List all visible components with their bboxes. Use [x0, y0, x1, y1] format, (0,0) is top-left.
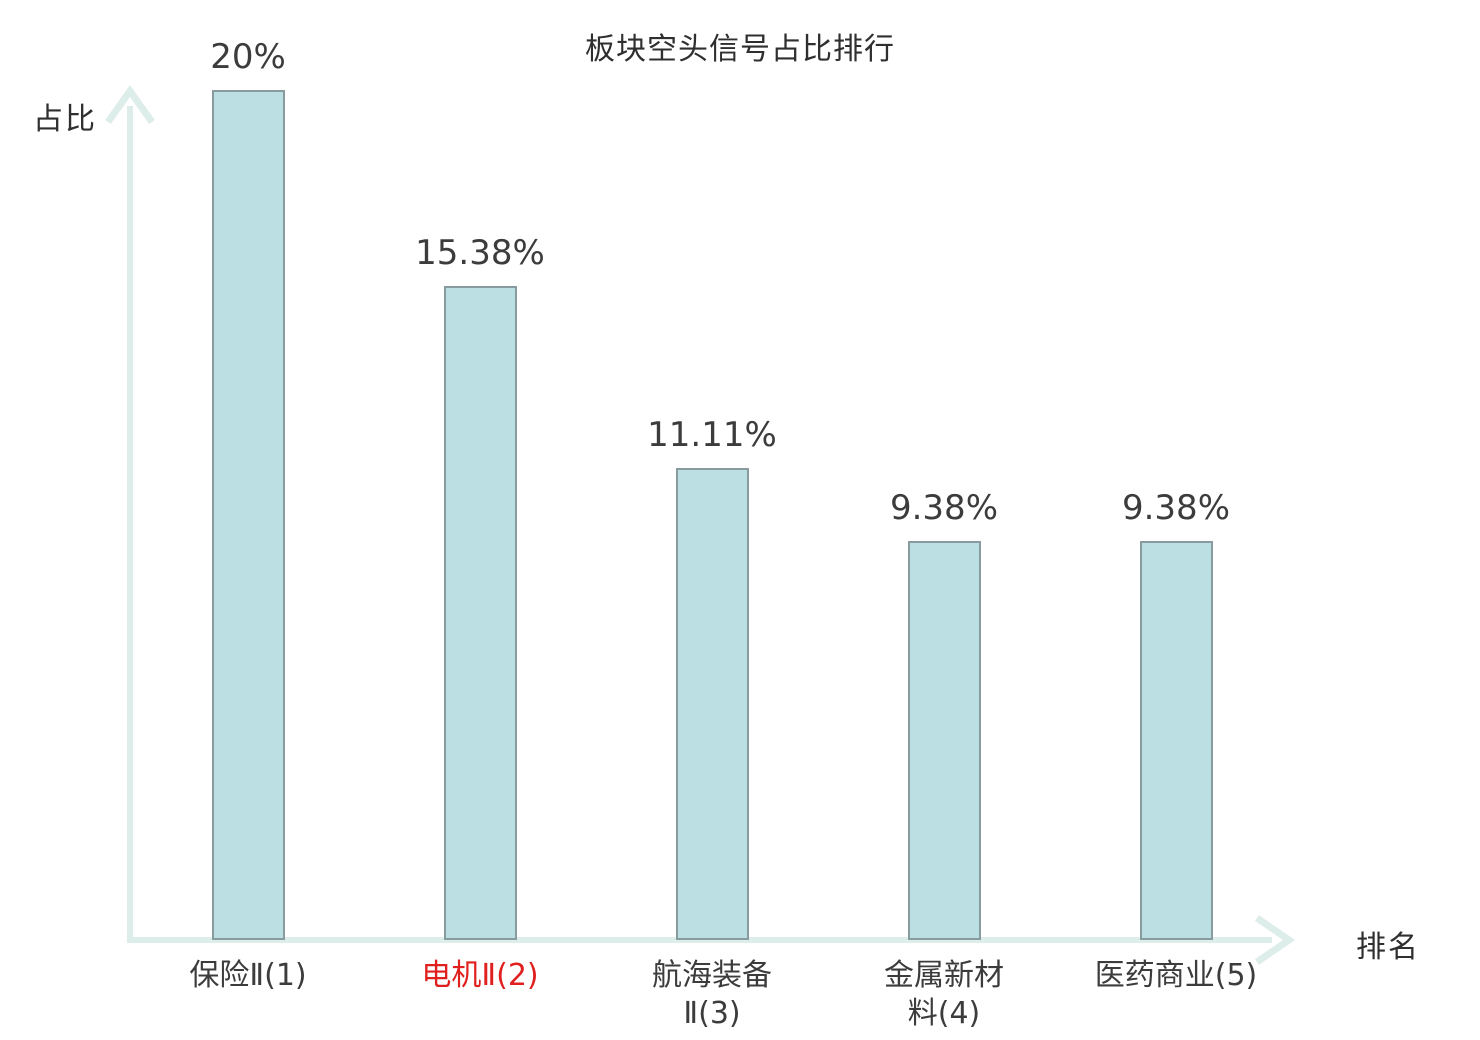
bar [907, 541, 981, 940]
bar-category-line: 料(4) [907, 996, 981, 1031]
bar-category-label: 保险Ⅱ(1) [132, 957, 364, 995]
bar-category-label: 金属新材 料(4) [828, 957, 1060, 1033]
bar-category-line: Ⅱ(3) [683, 996, 741, 1031]
bar [675, 467, 749, 940]
bar-value-label: 15.38% [415, 233, 545, 274]
chart-title: 板块空头信号占比排行 [585, 32, 895, 67]
bar-category-line: 电机Ⅱ(2) [421, 958, 539, 993]
bar-category-line: 金属新材 [884, 958, 1004, 993]
bar [211, 90, 285, 940]
bar [1139, 541, 1213, 940]
x-axis-arrow-icon [1255, 915, 1296, 965]
y-axis-label: 占比 [33, 102, 97, 137]
bar-category-line: 航海装备 [652, 958, 772, 993]
bar-category-label: 电机Ⅱ(2) [364, 957, 596, 995]
y-axis-arrow-icon [105, 84, 155, 125]
bar-value-label: 11.11% [647, 414, 777, 455]
x-axis-label: 排名 [1356, 930, 1420, 965]
bar [443, 286, 517, 940]
bar-category-label: 航海装备 Ⅱ(3) [596, 957, 828, 1033]
bar-value-label: 9.38% [1121, 488, 1230, 529]
bar-category-line: 保险Ⅱ(1) [189, 958, 307, 993]
bar-category-line: 医药商业(5) [1094, 958, 1258, 993]
bar-category-label: 医药商业(5) [1060, 957, 1292, 995]
bar-value-label: 20% [210, 37, 286, 77]
bar-value-label: 9.38% [889, 488, 998, 529]
